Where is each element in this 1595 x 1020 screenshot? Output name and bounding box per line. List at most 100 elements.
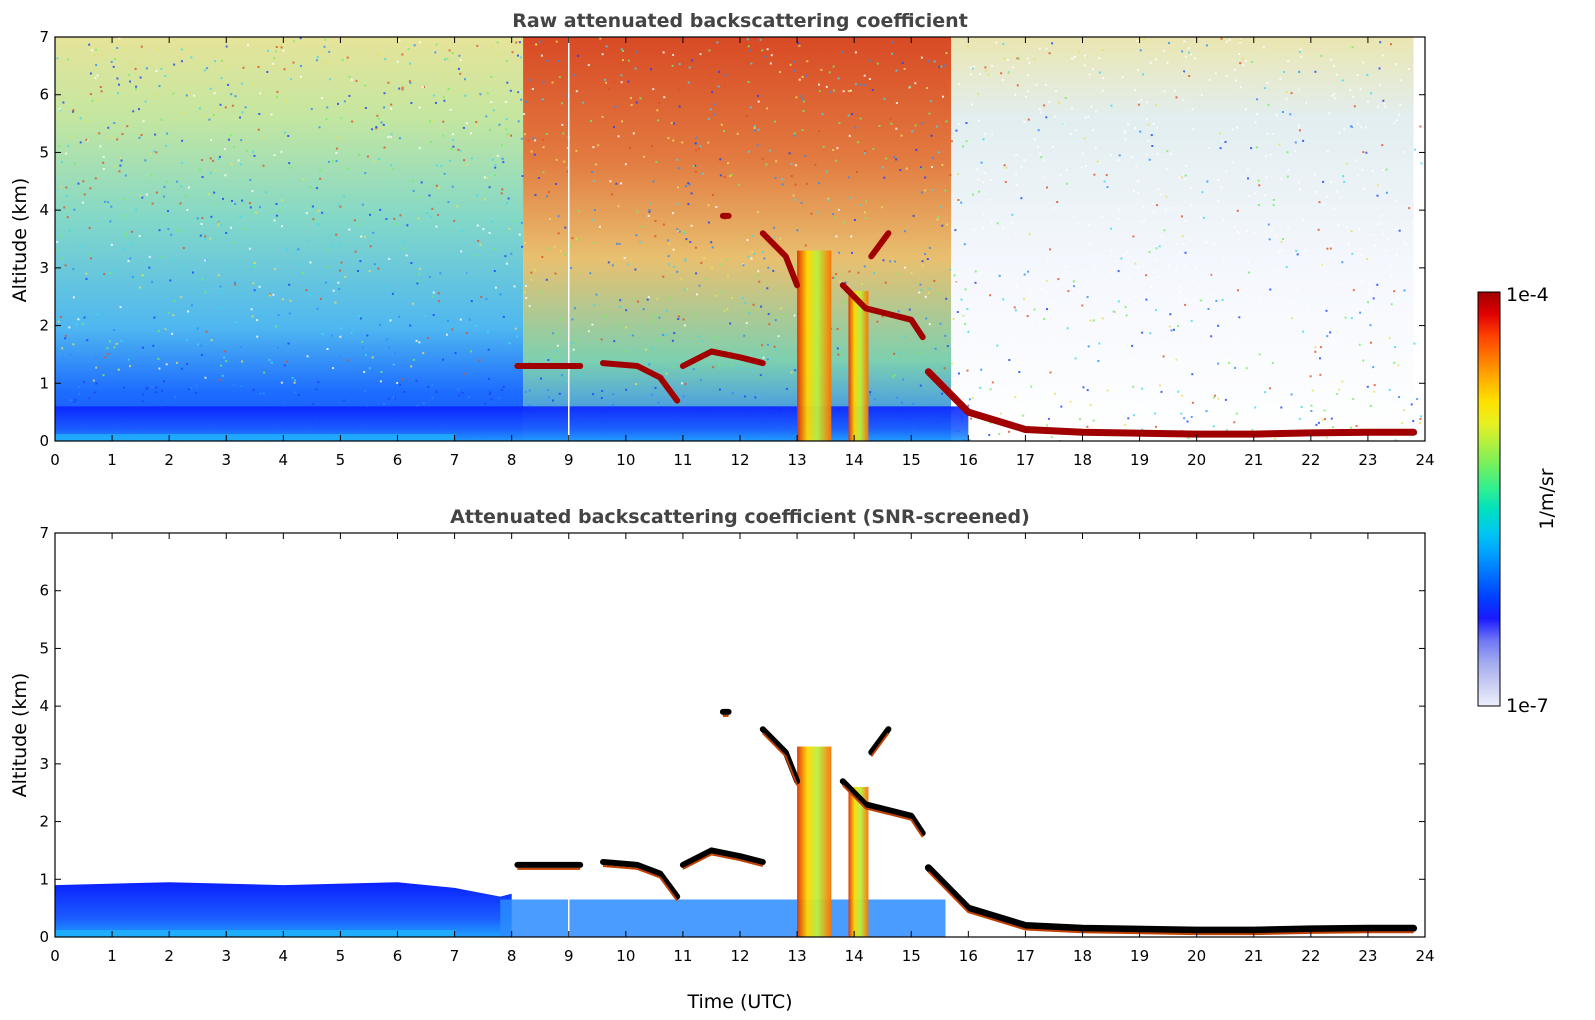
- panel-raw-title: Raw attenuated backscattering coefficien…: [512, 10, 968, 32]
- screened-cloud-underside-7: [927, 870, 1414, 936]
- raw-precipitation-shaft-1: [848, 290, 869, 441]
- x-tick-label: 16: [959, 947, 978, 965]
- x-tick-label: 6: [393, 451, 403, 469]
- raw-no-data: [1413, 37, 1425, 441]
- x-tick-label: 22: [1301, 451, 1320, 469]
- screened-boundary-layer: [55, 882, 512, 937]
- x-tick-label: 11: [673, 451, 692, 469]
- y-tick-label: 6: [39, 86, 49, 104]
- y-tick-label: 4: [39, 201, 49, 219]
- raw-cloud-layer-2: [679, 348, 766, 369]
- x-tick-label: 2: [164, 451, 174, 469]
- x-tick-label: 6: [393, 947, 403, 965]
- x-tick-label: 8: [507, 451, 517, 469]
- panel-raw-y-ticks: 0 1 2 3 4 5 6 7: [39, 28, 1425, 450]
- x-tick-label: 22: [1301, 947, 1320, 965]
- x-tick-label: 19: [1130, 947, 1149, 965]
- raw-surface-band: [55, 434, 455, 441]
- y-tick-label: 2: [39, 317, 49, 335]
- y-tick-label: 0: [39, 928, 49, 946]
- x-tick-label: 12: [730, 451, 749, 469]
- y-tick-label: 5: [39, 143, 49, 161]
- x-tick-label: 18: [1073, 451, 1092, 469]
- x-tick-label: 3: [221, 947, 231, 965]
- x-tick-label: 13: [788, 947, 807, 965]
- colorbar-unit-label: 1/m/sr: [1536, 468, 1558, 529]
- colorbar-fill: [1477, 291, 1501, 707]
- x-tick-label: 14: [845, 947, 864, 965]
- x-tick-label: 20: [1187, 451, 1206, 469]
- x-tick-label: 1: [107, 451, 117, 469]
- x-tick-label: 4: [279, 451, 289, 469]
- x-tick-label: 4: [279, 947, 289, 965]
- y-tick-label: 5: [39, 639, 49, 657]
- panel-raw-y-axis-label: Altitude (km): [9, 178, 31, 303]
- x-tick-label: 15: [902, 451, 921, 469]
- panel-screened-y-axis-label: Altitude (km): [9, 673, 31, 798]
- y-tick-label: 1: [39, 870, 49, 888]
- screened-cloud-layer-2: [679, 847, 766, 868]
- raw-cloud-layer-1: [600, 360, 681, 404]
- screened-low-aerosol: [500, 899, 946, 937]
- raw-cloud-layer-5: [839, 282, 926, 341]
- raw-precipitation-shaft-0: [797, 250, 832, 441]
- y-tick-label: 3: [39, 755, 49, 773]
- panel-raw-plot-area: [55, 37, 1425, 441]
- x-tick-label: 5: [336, 451, 346, 469]
- screened-cloud-underside-2: [682, 853, 764, 870]
- panel-screened-title: Attenuated backscattering coefficient (S…: [450, 506, 1030, 528]
- x-tick-label: 10: [616, 451, 635, 469]
- y-tick-label: 7: [39, 524, 49, 542]
- colorbar: 1e-4 1e-7 1/m/sr: [1477, 284, 1558, 717]
- y-tick-label: 6: [39, 582, 49, 600]
- screened-cloud-layer-6: [868, 726, 892, 756]
- y-tick-label: 0: [39, 432, 49, 450]
- x-tick-label: 16: [959, 451, 978, 469]
- x-tick-label: 9: [564, 451, 574, 469]
- raw-daytime-noise: [523, 37, 952, 441]
- x-tick-label: 23: [1358, 947, 1377, 965]
- x-tick-label: 23: [1358, 451, 1377, 469]
- x-tick-label: 20: [1187, 947, 1206, 965]
- raw-late-noise: [951, 37, 1414, 441]
- y-tick-label: 4: [39, 697, 49, 715]
- y-tick-label: 7: [39, 28, 49, 46]
- x-tick-label: 7: [450, 947, 460, 965]
- x-tick-label: 5: [336, 947, 346, 965]
- panel-screened-frame: [54, 532, 1426, 938]
- x-tick-label: 17: [1016, 947, 1035, 965]
- screened-cloud-layer-5: [839, 778, 926, 837]
- panel-screened-y-ticks: 0 1 2 3 4 5 6 7: [39, 524, 1425, 946]
- x-tick-label: 12: [730, 947, 749, 965]
- screened-precipitation-shaft-0: [797, 746, 832, 937]
- panel-screened: Attenuated backscattering coefficient (S…: [9, 506, 1435, 1013]
- x-tick-label: 17: [1016, 451, 1035, 469]
- screened-cloud-layer-1: [600, 859, 681, 900]
- panel-raw: Raw attenuated backscattering coefficien…: [9, 10, 1435, 469]
- x-tick-label: 8: [507, 947, 517, 965]
- x-tick-label: 21: [1244, 947, 1263, 965]
- x-tick-label: 19: [1130, 451, 1149, 469]
- x-tick-label: 0: [50, 451, 60, 469]
- screened-cloud-underside-5: [842, 784, 924, 838]
- colorbar-max-label: 1e-4: [1506, 284, 1549, 306]
- x-tick-label: 21: [1244, 451, 1263, 469]
- raw-noise-background: [55, 37, 524, 441]
- screened-cloud-underside-6: [870, 732, 890, 757]
- raw-cloud-layer-4: [759, 230, 801, 289]
- screened-cloud-layer-7: [924, 864, 1418, 934]
- x-tick-label: 18: [1073, 947, 1092, 965]
- x-tick-label: 24: [1415, 451, 1434, 469]
- x-tick-label: 24: [1415, 947, 1434, 965]
- x-tick-label: 10: [616, 947, 635, 965]
- x-tick-label: 3: [221, 451, 231, 469]
- x-tick-label: 7: [450, 451, 460, 469]
- y-tick-label: 3: [39, 259, 49, 277]
- raw-cloud-layer-7: [924, 368, 1418, 438]
- panel-raw-x-ticks: 0 1 2 3 4 5 6 7 8 9 10 11 12 13 14 15 16 17 18 19 20 21 22 23 24: [50, 37, 1435, 469]
- screened-cloud-layer-4: [759, 726, 801, 785]
- screened-cloud-underside-4: [762, 732, 799, 786]
- panel-screened-x-ticks: 0 1 2 3 4 5 6 7 8 9 10 11 12 13 14 15 16 17 18 19 20 21 22 23 24: [50, 533, 1435, 965]
- x-tick-label: 14: [845, 451, 864, 469]
- x-tick-label: 13: [788, 451, 807, 469]
